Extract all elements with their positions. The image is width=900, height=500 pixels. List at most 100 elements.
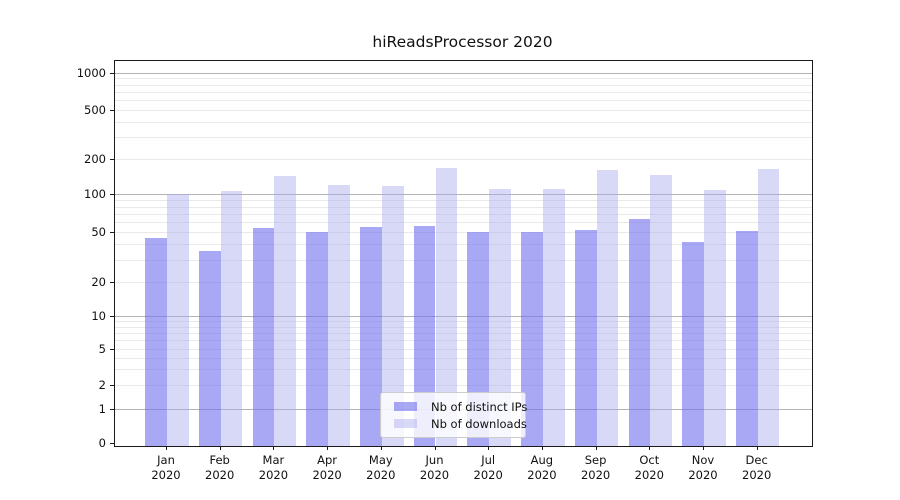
bar-distinct-ips-nov [682,242,704,446]
x-tick-label-month: Nov [691,453,715,467]
x-tick-label-month: Jun [425,453,444,467]
y-tick-20 [110,281,114,283]
legend-label-downloads: Nb of downloads [431,416,527,431]
bar-distinct-ips-dec [735,230,758,446]
y-tick-label-10: 10 [91,309,106,324]
x-tick-label-year: 2020 [366,468,396,482]
gridline-minor-800 [115,84,812,86]
x-tick-label-jan: Jan 2020 [136,453,196,483]
x-tick-label-year: 2020 [688,468,718,482]
x-tick-label-year: 2020 [473,468,503,482]
gridline-minor-2 [115,385,812,387]
gridline-minor-3 [115,369,812,371]
x-tick-label-mar: Mar 2020 [243,453,303,483]
gridline-minor-400 [115,122,812,124]
bar-downloads-apr [328,185,350,446]
x-tick-label-month: Mar [262,453,285,467]
x-tick-label-month: May [368,453,393,467]
x-tick-label-year: 2020 [634,468,664,482]
y-tick-500 [110,110,114,112]
y-tick-label-50: 50 [91,224,106,239]
x-tick-label-month: Aug [530,453,554,467]
bar-distinct-ips-jan [145,237,167,446]
bar-downloads-feb [220,190,243,446]
x-tick-label-year: 2020 [527,468,557,482]
x-tick-nov [703,446,704,450]
y-tick-label-100: 100 [84,187,106,202]
y-tick-1000 [110,72,114,74]
legend-label-distinct-ips: Nb of distinct IPs [431,399,528,414]
x-tick-feb [219,446,221,450]
x-tick-label-month: Apr [317,453,338,467]
bar-distinct-ips-feb [198,250,221,446]
gridline-minor-600 [115,100,812,102]
y-tick-label-200: 200 [84,152,106,167]
gridline-minor-20 [115,282,812,283]
y-tick-10 [110,316,114,318]
gridline-minor-200 [115,159,812,161]
x-tick-label-month: Feb [209,453,230,467]
legend-swatch-downloads [394,419,417,428]
x-tick-label-month: Oct [639,453,660,467]
x-tick-label-oct: Oct 2020 [619,453,679,483]
bar-distinct-ips-aug [521,231,543,446]
bar-downloads-oct [650,174,673,446]
y-tick-label-1000: 1000 [76,65,106,80]
legend-entry-downloads: Nb of downloads [388,415,527,432]
bar-downloads-mar [274,175,297,446]
gridline-major-100 [115,194,812,196]
y-tick-5 [110,348,114,350]
bar-downloads-nov [704,190,726,446]
y-tick-label-0: 0 [98,436,106,451]
x-tick-label-dec: Dec 2020 [727,453,787,483]
gridline-major-1000 [115,72,812,74]
x-tick-label-jun: Jun 2020 [405,453,465,483]
x-tick-mar [273,446,275,450]
gridline-minor-4 [115,357,812,359]
x-tick-apr [327,446,329,450]
bar-distinct-ips-mar [252,227,275,446]
gridline-minor-5 [115,348,812,350]
y-tick-200 [110,159,114,161]
gridline-minor-70 [115,213,812,215]
bar-downloads-jun [435,167,458,446]
gridline-minor-60 [115,222,812,224]
y-tick-2 [110,385,114,387]
gridline-minor-90 [115,200,812,202]
x-tick-jun [434,446,436,450]
x-tick-dec [756,446,758,450]
gridline-minor-700 [115,91,812,93]
gridline-minor-50 [115,231,812,233]
y-tick-label-1: 1 [98,401,106,416]
bar-downloads-jul [489,188,511,446]
y-tick-label-20: 20 [91,274,106,289]
y-tick-label-500: 500 [84,103,106,118]
gridline-minor-8 [115,326,812,328]
x-tick-may [380,446,382,450]
legend-swatch-distinct-ips [394,402,417,411]
gridline-minor-80 [115,206,812,208]
x-tick-label-month: Dec [745,453,768,467]
plot-area: Nb of distinct IPs Nb of downloads [114,60,813,447]
y-tick-50 [110,231,114,233]
x-tick-label-year: 2020 [742,468,772,482]
x-tick-label-year: 2020 [258,468,289,482]
x-tick-jul [488,446,490,450]
x-tick-label-feb: Feb 2020 [190,453,250,483]
x-tick-label-year: 2020 [205,468,235,482]
legend: Nb of distinct IPs Nb of downloads [380,392,528,438]
x-tick-label-year: 2020 [151,468,181,482]
bar-downloads-sep [596,170,619,446]
x-tick-oct [649,446,651,450]
gridline-major-10 [115,316,812,318]
bar-distinct-ips-jun [413,225,436,446]
chart-title: hiReadsProcessor 2020 [372,33,553,51]
bar-downloads-may [381,186,404,446]
x-tick-label-month: Jul [481,453,496,467]
x-tick-label-jul: Jul 2020 [458,453,518,483]
gridline-minor-9 [115,321,812,322]
x-tick-label-may: May 2020 [351,453,411,483]
y-tick-label-5: 5 [98,341,106,356]
x-tick-jan [166,446,167,450]
